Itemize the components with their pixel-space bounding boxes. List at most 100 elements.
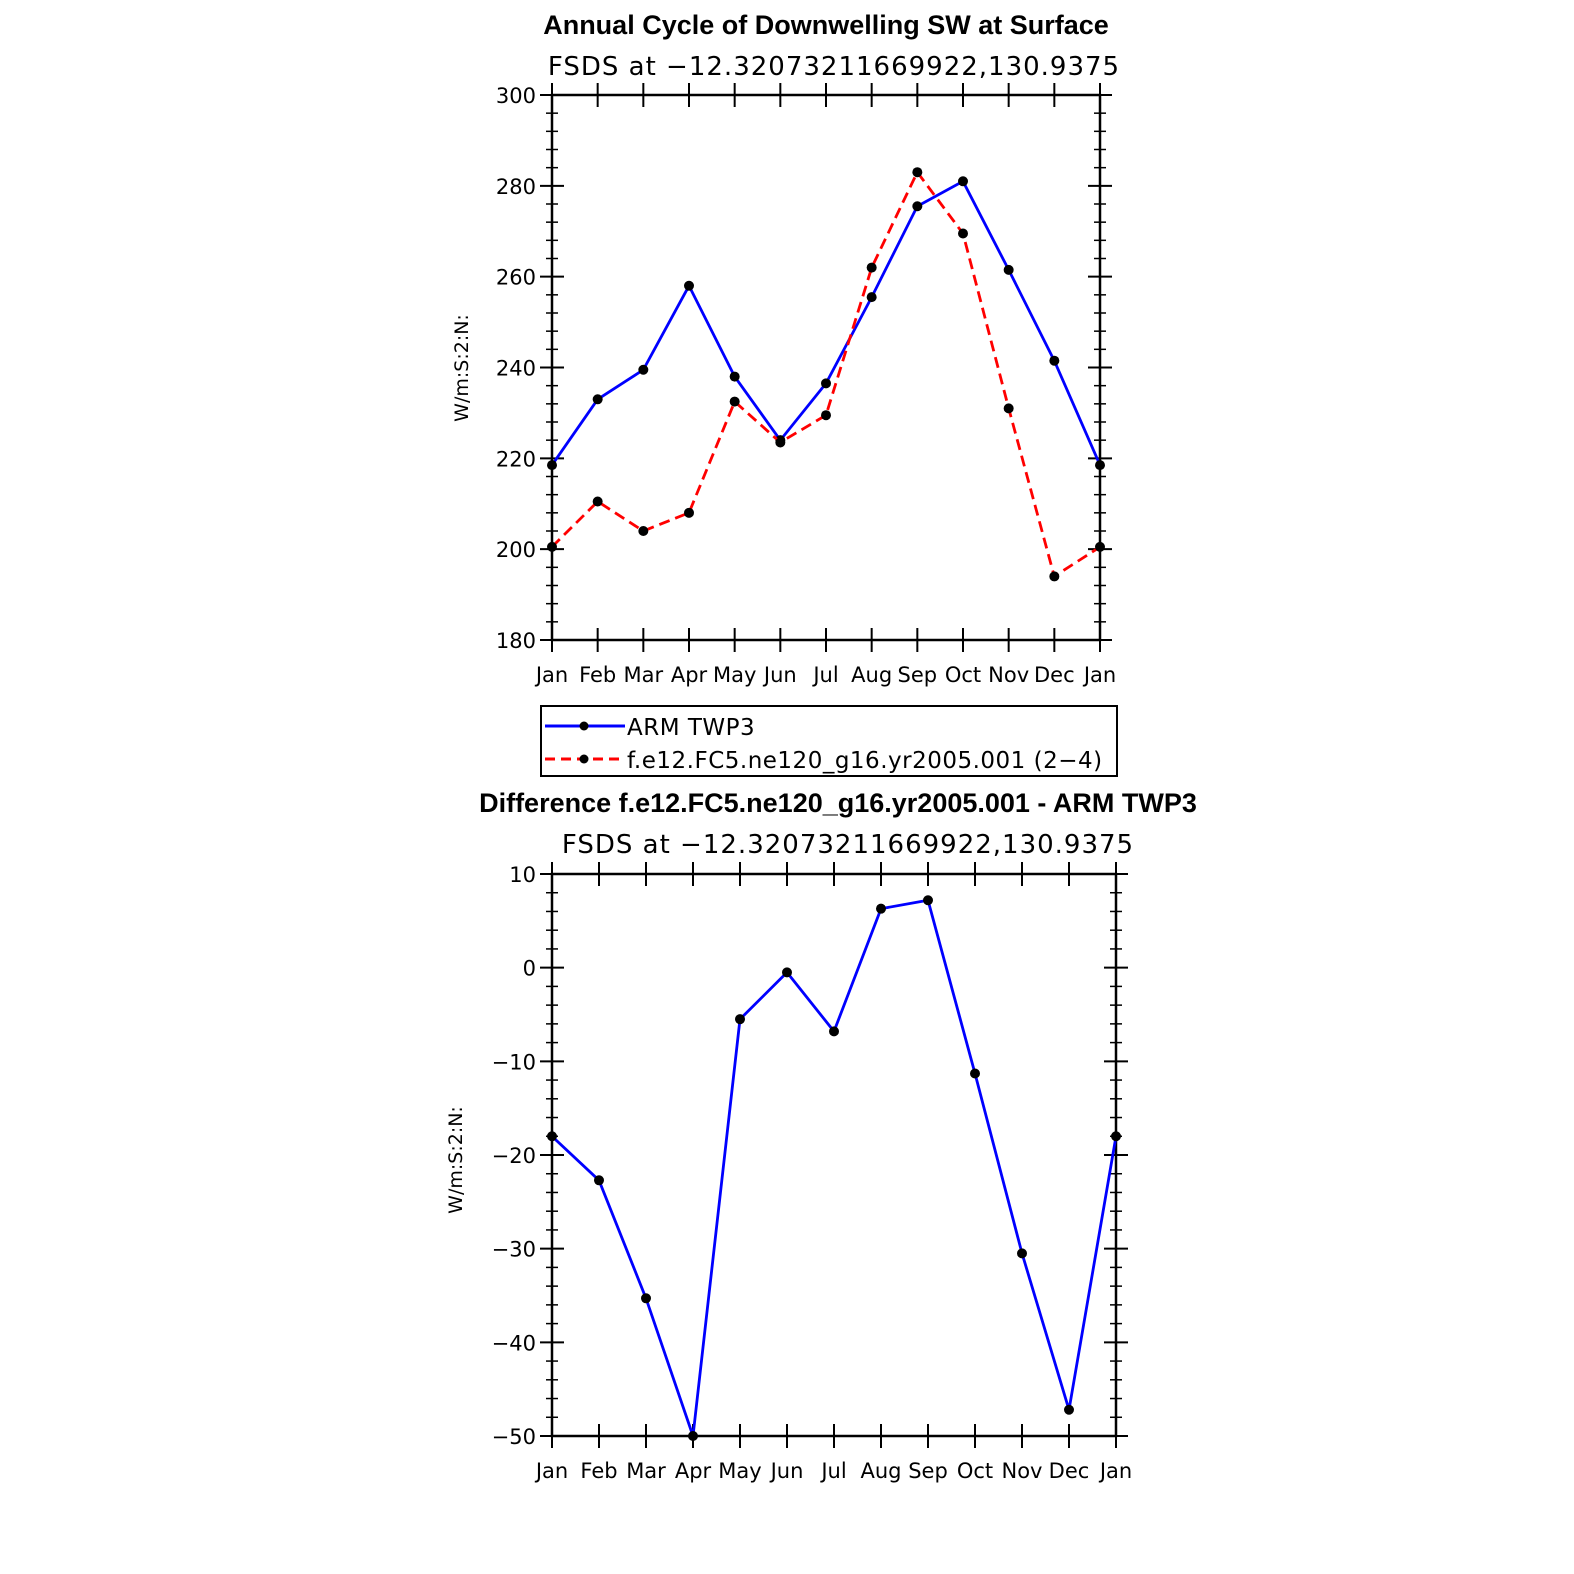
x-tick-label: Mar [624, 663, 664, 687]
y-tick-label: −50 [492, 1425, 536, 1449]
plot-frame [550, 872, 1118, 1438]
x-tick-label: Oct [957, 1459, 993, 1483]
data-point [547, 1131, 557, 1142]
annual-cycle-chart: Annual Cycle of Downwelling SW at Surfac… [451, 10, 1120, 777]
legend-marker-model [579, 754, 589, 764]
data-point [1049, 355, 1060, 366]
data-point [866, 262, 877, 273]
chart-subtitle: FSDS at −12.32073211669922,130.9375 [562, 830, 1134, 860]
data-point [958, 228, 968, 239]
y-axis-label: W/m:S:2:N: [445, 1106, 467, 1214]
data-point [729, 371, 740, 382]
y-tick-label: 220 [496, 447, 536, 471]
data-point [638, 364, 649, 375]
legend-label-model: f.e12.FC5.ne120_g16.yr2005.001 (2−4) [627, 748, 1103, 774]
y-tick-label: −20 [492, 1144, 536, 1168]
x-tick-label: Jul [811, 663, 838, 687]
data-point [912, 167, 923, 178]
legend-marker-arm [579, 721, 589, 731]
chart-title: Annual Cycle of Downwelling SW at Surfac… [543, 10, 1109, 40]
data-point [641, 1293, 651, 1304]
data-point [1064, 1404, 1074, 1415]
data-point [638, 526, 649, 536]
data-point [1095, 541, 1105, 552]
x-tick-label: Jun [769, 1459, 804, 1483]
x-tick-label: Jun [762, 663, 797, 687]
data-point [684, 280, 694, 291]
data-point [1111, 1131, 1121, 1142]
x-tick-label: Dec [1034, 663, 1075, 687]
x-tick-label: Feb [580, 1459, 617, 1483]
plot-axes: −50 −40 −30 −20 −10 0 10 Jan Feb Mar Apr May Jun Jul A… [492, 862, 1132, 1483]
y-tick-label: −40 [492, 1331, 536, 1355]
data-point [1095, 460, 1105, 471]
legend: ARM TWP3 f.e12.FC5.ne120_g16.yr2005.001 … [540, 705, 1118, 777]
y-tick-label: 240 [496, 357, 536, 381]
plot-marks [547, 895, 1121, 1441]
data-point [958, 176, 968, 187]
data-point [876, 903, 886, 914]
y-tick-label: 10 [509, 863, 536, 887]
x-tick-label: May [713, 663, 756, 687]
y-tick-label: 180 [496, 629, 536, 653]
x-tick-label: Jul [819, 1459, 846, 1483]
data-point [594, 1175, 604, 1186]
data-point [547, 460, 557, 471]
plot-axes: 180 200 220 240 260 280 300 Jan Feb Mar Apr May Jun J… [496, 83, 1116, 687]
data-point [821, 410, 831, 421]
chart-title: Difference f.e12.FC5.ne120_g16.yr2005.00… [479, 788, 1197, 818]
data-point [547, 541, 557, 552]
x-tick-label: Oct [945, 663, 981, 687]
x-tick-label: Jan [534, 663, 568, 687]
x-tick-label: Mar [626, 1459, 666, 1483]
y-tick-label: −30 [492, 1238, 536, 1262]
y-tick-label: 0 [523, 957, 536, 981]
series-line-0 [551, 898, 1118, 1437]
data-point [923, 895, 933, 906]
data-point [592, 394, 603, 405]
data-point [688, 1431, 698, 1441]
data-point [821, 378, 831, 389]
data-point [684, 507, 694, 518]
data-point [970, 1068, 980, 1079]
legend-label-arm: ARM TWP3 [627, 715, 755, 741]
y-tick-label: 260 [496, 266, 536, 290]
data-point [735, 1014, 745, 1025]
legend-box [540, 705, 1118, 777]
x-tick-label: Jan [1082, 663, 1116, 687]
y-tick-label: 300 [496, 84, 536, 108]
y-tick-label: 280 [496, 175, 536, 199]
x-tick-label: Sep [898, 663, 938, 687]
series-line-0 [550, 179, 1102, 466]
x-tick-label: Sep [908, 1459, 948, 1483]
chart-subtitle: FSDS at −12.32073211669922,130.9375 [548, 52, 1120, 82]
difference-chart: Difference f.e12.FC5.ne120_g16.yr2005.00… [445, 788, 1197, 1483]
x-tick-label: Nov [1002, 1459, 1043, 1483]
plot-frame [550, 93, 1102, 642]
x-tick-label: Jan [1098, 1459, 1132, 1483]
x-tick-label: Nov [988, 663, 1029, 687]
data-point [775, 437, 786, 448]
x-tick-label: Aug [860, 1459, 901, 1483]
data-point [1003, 264, 1014, 275]
data-point [866, 292, 877, 303]
x-tick-label: Jan [534, 1459, 568, 1483]
x-tick-label: Feb [579, 663, 616, 687]
data-point [1017, 1248, 1027, 1259]
x-tick-label: May [718, 1459, 761, 1483]
x-tick-label: Apr [671, 663, 708, 687]
y-axis-label: W/m:S:2:N: [451, 314, 473, 422]
data-point [729, 396, 740, 407]
data-point [1003, 403, 1014, 414]
data-point [1049, 571, 1060, 582]
data-point [592, 496, 603, 507]
data-point [782, 967, 792, 978]
x-tick-label: Dec [1049, 1459, 1090, 1483]
y-tick-label: 200 [496, 538, 536, 562]
x-tick-label: Apr [675, 1459, 712, 1483]
data-point [829, 1026, 839, 1037]
plot-marks [547, 167, 1105, 582]
data-point [912, 201, 923, 212]
x-tick-label: Aug [851, 663, 892, 687]
